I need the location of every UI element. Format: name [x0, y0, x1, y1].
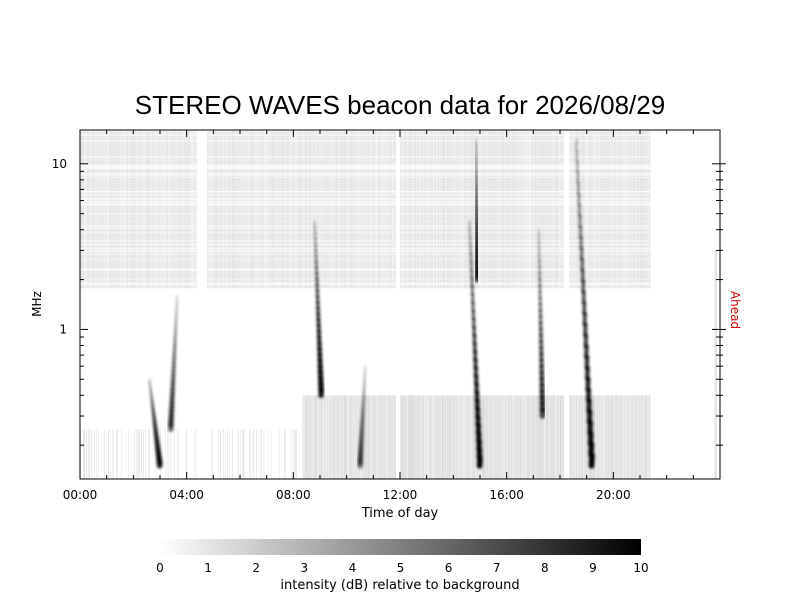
y-axis-label: MHz — [30, 291, 44, 317]
radio-burst — [149, 379, 160, 466]
x-tick-label: 04:00 — [169, 488, 204, 502]
x-tick-label: 16:00 — [489, 488, 524, 502]
data-gap — [197, 130, 206, 479]
chart-title: STEREO WAVES beacon data for 2026/08/29 — [135, 90, 665, 120]
x-tick-label: 00:00 — [63, 488, 98, 502]
radio-burst — [171, 296, 178, 430]
colorbar-tick-label: 5 — [397, 561, 405, 575]
colorbar-label: intensity (dB) relative to background — [280, 578, 519, 593]
data-gap — [396, 130, 400, 479]
x-tick-label: 20:00 — [596, 488, 631, 502]
y-tick-label: 10 — [52, 157, 67, 171]
x-tick-label: 12:00 — [383, 488, 418, 502]
colorbar-tick-label: 1 — [204, 561, 212, 575]
colorbar-tick-label: 7 — [493, 561, 501, 575]
colorbar-tick-label: 4 — [349, 561, 357, 575]
radio-burst — [476, 140, 477, 280]
colorbar-tick-label: 9 — [589, 561, 597, 575]
colorbar-tick-label: 0 — [156, 561, 164, 575]
colorbar-ticks: 0 1 2 3 4 5 6 7 8 9 10 — [156, 561, 648, 575]
colorbar — [160, 539, 641, 555]
colorbar-tick-label: 6 — [445, 561, 453, 575]
colorbar-tick-label: 10 — [633, 561, 648, 575]
right-axis-label-ahead: Ahead — [728, 291, 742, 329]
colorbar-tick-label: 8 — [541, 561, 549, 575]
colorbar-tick-label: 3 — [300, 561, 308, 575]
x-tick-label: 08:00 — [276, 488, 311, 502]
data-gap — [651, 130, 720, 479]
x-axis-label: Time of day — [361, 506, 439, 521]
colorbar-tick-label: 2 — [252, 561, 260, 575]
y-tick-label: 1 — [59, 322, 67, 336]
spectrogram-plot-area — [80, 130, 720, 479]
data-gap — [564, 130, 568, 479]
